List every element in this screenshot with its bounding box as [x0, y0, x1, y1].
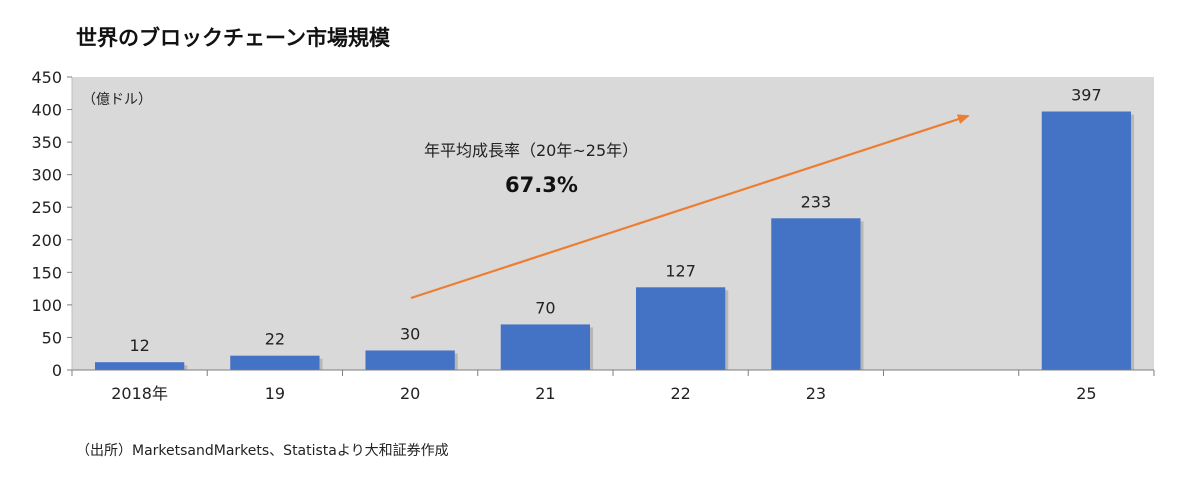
y-tick-label: 100	[31, 296, 62, 315]
data-label: 127	[665, 261, 696, 280]
data-label: 70	[535, 298, 555, 317]
y-tick-label: 250	[31, 198, 62, 217]
x-tick-label: 22	[670, 384, 690, 403]
y-tick-label: 200	[31, 231, 62, 250]
growth-arrow	[410, 114, 970, 300]
x-tick-label: 2018年	[111, 384, 168, 403]
y-unit-label: （億ドル）	[82, 92, 152, 108]
y-tick-label: 0	[52, 361, 62, 380]
data-label: 22	[265, 330, 285, 349]
bar	[771, 218, 861, 370]
y-tick-label: 50	[42, 328, 62, 347]
bar	[230, 355, 320, 370]
x-tick-label: 23	[806, 384, 826, 403]
bar	[365, 350, 455, 370]
y-tick-label: 400	[31, 101, 62, 120]
x-tick-label: 25	[1076, 384, 1096, 403]
plot-area	[72, 77, 1154, 370]
x-tick-label: 21	[535, 384, 555, 403]
bar	[1041, 111, 1132, 371]
source-note: （出所）MarketsandMarkets、Statistaより大和証券作成	[76, 443, 449, 459]
data-label: 30	[400, 324, 420, 343]
x-tick-label: 20	[400, 384, 420, 403]
growth-rate-value: 67.3%	[505, 173, 578, 197]
bar	[500, 324, 591, 370]
chart-title: 世界のブロックチェーン市場規模	[76, 26, 390, 50]
data-label: 12	[129, 336, 149, 355]
y-tick-label: 300	[31, 166, 62, 185]
y-tick-label: 450	[31, 68, 62, 87]
bar	[635, 287, 726, 370]
x-tick-label: 19	[265, 384, 285, 403]
y-tick-label: 350	[31, 133, 62, 152]
bar	[94, 362, 185, 370]
data-label: 233	[801, 192, 832, 211]
data-label: 397	[1071, 86, 1102, 105]
y-tick-label: 150	[31, 263, 62, 282]
growth-rate-label: 年平均成長率（20年~25年）	[424, 141, 638, 160]
